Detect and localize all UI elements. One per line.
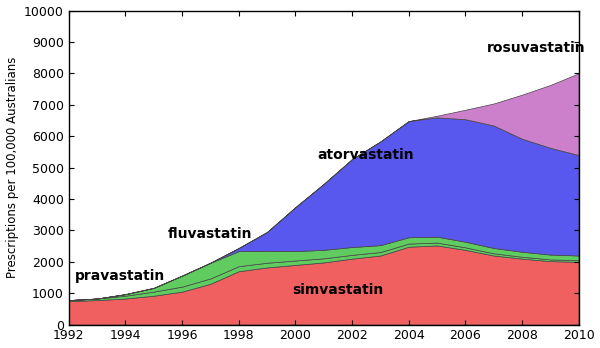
Text: atorvastatin: atorvastatin (318, 148, 415, 162)
Text: rosuvastatin: rosuvastatin (487, 41, 586, 55)
Text: simvastatin: simvastatin (292, 283, 383, 297)
Text: pravastatin: pravastatin (74, 269, 165, 283)
Text: fluvastatin: fluvastatin (168, 227, 253, 240)
Y-axis label: Prescriptions per 100,000 Australians: Prescriptions per 100,000 Australians (5, 57, 19, 278)
